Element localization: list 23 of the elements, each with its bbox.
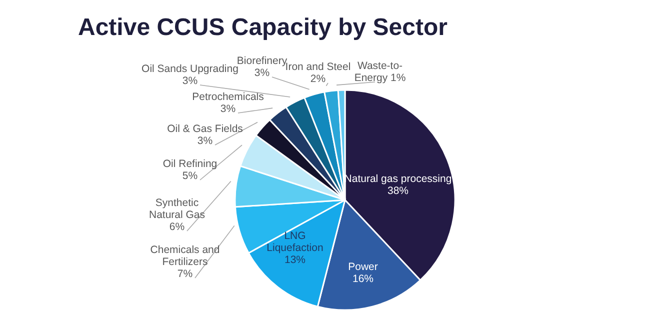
slice-label: Oil Refining <box>162 158 218 170</box>
slice-label: LNG Liquefaction <box>266 230 324 254</box>
data-label: 3% <box>182 74 198 87</box>
data-label: 13% <box>284 254 306 266</box>
slice-label: Iron and Steel <box>285 60 351 73</box>
data-label: 3% <box>197 134 213 147</box>
data-label: 38% <box>387 184 409 197</box>
data-label: 16% <box>352 272 374 285</box>
slice-label: Synthetic Natural Gas <box>148 196 206 221</box>
slice-label: Petrochemicals <box>192 90 264 103</box>
slice-label: Chemicals and Fertilizers <box>150 244 220 268</box>
data-label: 6% <box>169 220 185 233</box>
data-label: 7% <box>177 268 193 280</box>
slice-label: Waste-to-Energy 1% <box>354 60 406 84</box>
data-label: 3% <box>254 66 270 79</box>
slice-label: Power <box>348 260 378 273</box>
slice-label: Biorefinery <box>236 54 288 67</box>
chart-title: Active CCUS Capacity by Sector <box>78 14 448 42</box>
slice-label: Oil Sands Upgrading <box>142 62 239 75</box>
data-label: 5% <box>182 170 198 182</box>
data-label: 3% <box>220 102 236 115</box>
slice-label: Oil & Gas Fields <box>167 122 243 135</box>
data-label: 2% <box>310 72 326 85</box>
